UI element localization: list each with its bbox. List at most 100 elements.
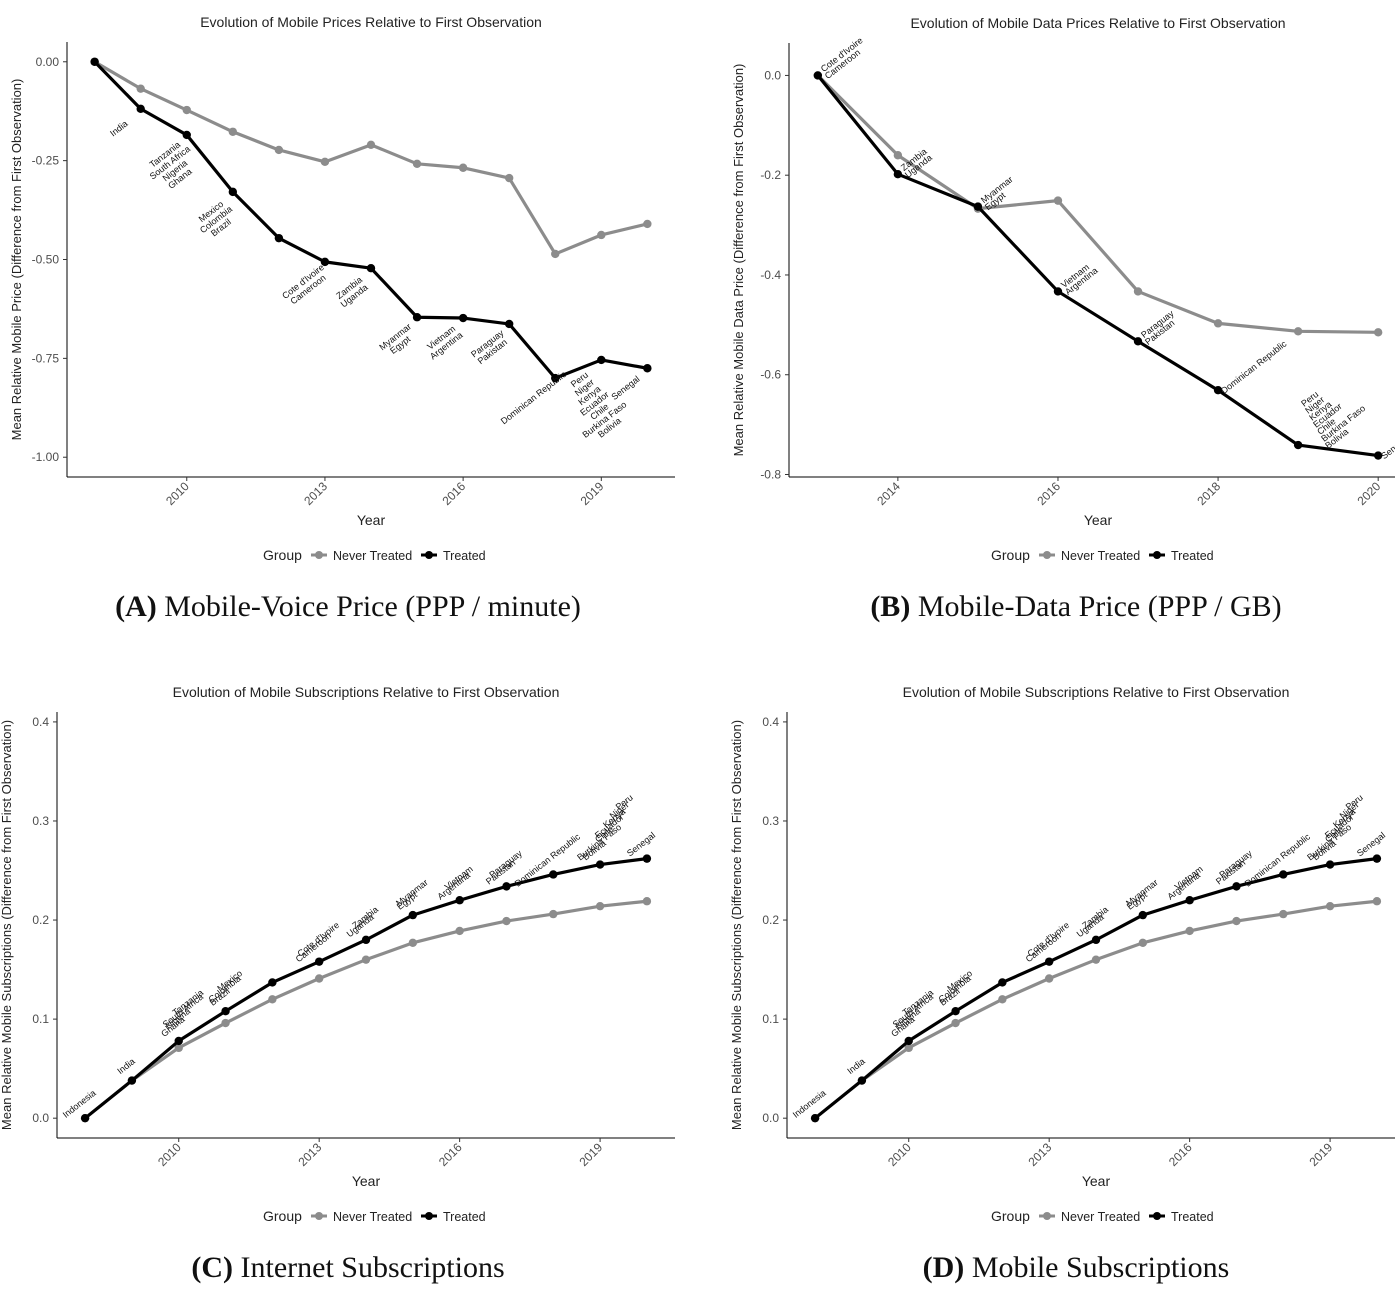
legend-dot	[1153, 1212, 1161, 1220]
line	[816, 74, 1379, 458]
legend-dot	[425, 1212, 433, 1220]
caption-text: Mobile-Voice Price (PPP / minute)	[164, 590, 581, 623]
point	[1293, 440, 1303, 450]
x-tick-label: 2010	[155, 1140, 184, 1169]
y-tick-label: 0.0	[32, 1111, 49, 1125]
point	[1325, 901, 1335, 911]
legend-label: Treated	[1171, 1210, 1214, 1224]
x-tick-label: 2014	[874, 479, 903, 508]
y-tick-label: 0.1	[32, 1012, 49, 1026]
point	[642, 897, 652, 906]
point	[1213, 386, 1223, 395]
point	[221, 1018, 230, 1028]
line	[84, 857, 648, 1120]
point	[136, 84, 145, 93]
point	[1279, 909, 1288, 919]
point	[228, 127, 238, 136]
point	[998, 978, 1007, 987]
point	[274, 233, 284, 243]
point	[813, 71, 823, 80]
point	[504, 319, 514, 329]
annotation: Senegal	[1355, 830, 1387, 858]
caption: (C) Internet Subscriptions	[191, 1251, 504, 1284]
chart-title: Evolution of Mobile Subscriptions Relati…	[903, 684, 1290, 700]
point	[1091, 935, 1101, 945]
caption-label: (A)	[115, 590, 157, 623]
annotation: Senegal	[609, 374, 641, 402]
x-tick-label: 2010	[885, 1140, 914, 1169]
point	[595, 860, 605, 869]
y-tick-label: 0.1	[762, 1012, 779, 1026]
y-tick-label: 0.3	[32, 814, 49, 828]
point	[1325, 860, 1335, 869]
point	[182, 105, 191, 115]
point	[274, 145, 284, 155]
point	[412, 159, 422, 168]
x-tick-label: 2019	[578, 479, 607, 508]
panel: Evolution of Mobile Prices Relative to F…	[9, 14, 675, 623]
annotation: Dominican Republic	[513, 831, 583, 888]
x-tick-label: 2016	[439, 479, 468, 508]
point	[458, 163, 468, 172]
legend-label: Treated	[443, 549, 486, 563]
point	[1133, 337, 1143, 346]
point	[1044, 974, 1054, 983]
point	[1293, 327, 1303, 336]
point	[810, 1113, 820, 1123]
point	[408, 910, 418, 920]
y-axis-title: Mean Relative Mobile Data Price (Differe…	[731, 64, 746, 457]
annotation: Indonesia	[791, 1088, 828, 1120]
caption-label: (C)	[191, 1251, 233, 1284]
point	[90, 57, 99, 66]
point	[182, 130, 191, 140]
caption: (B) Mobile-Data Price (PPP / GB)	[870, 590, 1281, 623]
point	[551, 249, 560, 259]
line	[816, 74, 1379, 334]
point	[643, 219, 652, 229]
point	[893, 169, 903, 179]
point	[455, 896, 464, 905]
y-tick-label: -0.50	[32, 253, 60, 267]
annotation: India	[108, 119, 130, 139]
legend-label: Never Treated	[1061, 1210, 1140, 1224]
caption-text: Mobile-Data Price (PPP / GB)	[918, 590, 1282, 623]
legend-title: Group	[263, 547, 302, 563]
y-tick-label: 0.3	[762, 814, 779, 828]
chart-title: Evolution of Mobile Data Prices Relative…	[910, 15, 1285, 31]
point	[174, 1043, 183, 1053]
point	[951, 1006, 960, 1016]
caption-text: Mobile Subscriptions	[972, 1251, 1230, 1284]
x-axis-title: Year	[352, 1173, 381, 1189]
point	[1232, 882, 1241, 891]
point	[1213, 319, 1223, 328]
point	[80, 1113, 90, 1123]
point	[408, 938, 418, 948]
point	[549, 909, 558, 919]
legend-dot	[315, 551, 323, 559]
y-tick-label: -0.4	[760, 268, 781, 282]
line	[93, 60, 648, 380]
y-tick-label: -1.00	[32, 450, 60, 464]
point	[268, 995, 277, 1004]
line	[814, 857, 1378, 1120]
y-tick-label: 0.4	[762, 715, 779, 729]
x-tick-label: 2016	[1034, 479, 1063, 508]
point	[643, 364, 652, 373]
legend-title: Group	[991, 547, 1030, 563]
y-tick-label: -0.2	[760, 168, 781, 182]
point	[1044, 957, 1054, 966]
point	[951, 1018, 960, 1028]
point	[174, 1036, 183, 1046]
point	[1372, 897, 1382, 906]
point	[502, 916, 511, 926]
point	[136, 104, 145, 114]
x-tick-label: 2018	[1194, 479, 1223, 508]
point	[502, 882, 511, 891]
caption: (A) Mobile-Voice Price (PPP / minute)	[115, 590, 581, 623]
x-tick-label: 2019	[1306, 1140, 1335, 1169]
point	[412, 313, 422, 322]
annotation: Dominican Republic	[499, 369, 569, 426]
point	[1138, 910, 1148, 920]
point	[1279, 870, 1288, 879]
